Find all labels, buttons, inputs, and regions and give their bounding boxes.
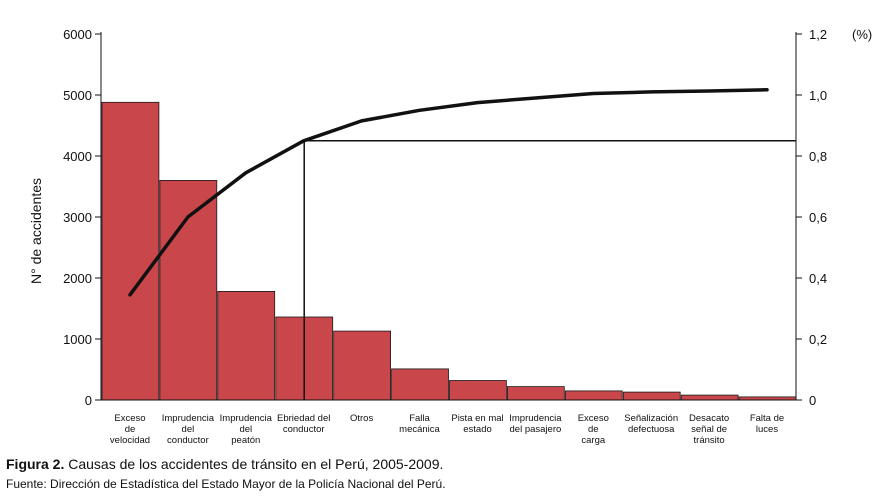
figure-title: Causas de los accidentes de tránsito en …	[64, 456, 444, 472]
bar-8	[506, 386, 565, 401]
category-label-5: Otros	[350, 413, 373, 424]
right-tick-label-4: 0,8	[809, 149, 827, 164]
category-label-9: Exceso de carga	[578, 413, 609, 446]
left-tick-label-1000: 1000	[63, 332, 92, 347]
category-label-2: Imprudencia del conductor	[162, 413, 215, 446]
right-axis-unit: (%)	[852, 27, 872, 42]
category-label-8: Imprudencia del pasajero	[509, 413, 562, 435]
category-label-3: Imprudencia del peatón	[220, 413, 273, 446]
category-label-12: Falta de luces	[750, 413, 784, 435]
category-label-11: Desacato señal de tránsito	[689, 413, 729, 446]
right-tick-label-6: 1,2	[809, 27, 827, 42]
cumulative-line	[128, 88, 769, 297]
left-tick-label-0: 0	[85, 393, 92, 408]
bar-1	[101, 101, 160, 401]
left-tick-label-3000: 3000	[63, 210, 92, 225]
category-label-6: Falla mecánica	[399, 413, 440, 435]
right-tick-label-0: 0	[809, 393, 816, 408]
bar-9	[564, 390, 623, 401]
category-label-10: Señalización defectuosa	[624, 413, 678, 435]
bar-6	[391, 368, 449, 401]
figure-caption: Figura 2. Causas de los accidentes de tr…	[6, 456, 443, 472]
right-tick-label-1: 0,2	[809, 332, 827, 347]
right-tick-label-5: 1,0	[809, 88, 827, 103]
figure-source: Fuente: Dirección de Estadística del Est…	[6, 477, 446, 491]
bar-5	[333, 330, 392, 401]
category-label-7: Pista en mal estado	[451, 413, 503, 435]
bar-3	[217, 290, 276, 401]
y-axis-title: N° de accidentes	[28, 178, 44, 284]
right-tick-label-2: 0,4	[809, 271, 827, 286]
left-tick-label-2000: 2000	[63, 271, 92, 286]
left-tick-label-6000: 6000	[63, 27, 92, 42]
bar-10	[622, 391, 681, 401]
bar-11	[680, 394, 739, 401]
left-tick-label-5000: 5000	[63, 88, 92, 103]
category-label-1: Exceso de velocidad	[110, 413, 150, 446]
pareto-chart: 0 1000 2000 3000 4000 5000 6000 0 0,2 0,4 0,6 0,8 1,…	[28, 27, 872, 446]
category-label-4: Ebriedad del conductor	[277, 413, 330, 435]
left-tick-label-4000: 4000	[63, 149, 92, 164]
bar-7	[449, 380, 507, 401]
bar-2	[159, 179, 218, 401]
right-tick-label-3: 0,6	[809, 210, 827, 225]
figure-number: Figura 2.	[6, 456, 65, 472]
